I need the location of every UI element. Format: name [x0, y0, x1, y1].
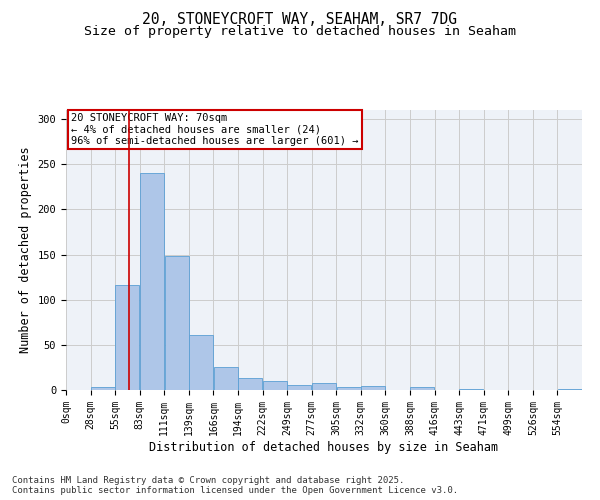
Text: Contains HM Land Registry data © Crown copyright and database right 2025.
Contai: Contains HM Land Registry data © Crown c… [12, 476, 458, 495]
Bar [214, 368, 238, 390]
Text: 20, STONEYCROFT WAY, SEAHAM, SR7 7DG: 20, STONEYCROFT WAY, SEAHAM, SR7 7DG [143, 12, 458, 28]
Bar [238, 378, 262, 390]
Bar [287, 386, 311, 390]
Bar [410, 388, 434, 390]
Bar [115, 285, 139, 390]
Bar [140, 173, 164, 390]
Bar [91, 388, 115, 390]
Text: 20 STONEYCROFT WAY: 70sqm
← 4% of detached houses are smaller (24)
96% of semi-d: 20 STONEYCROFT WAY: 70sqm ← 4% of detach… [71, 113, 359, 146]
Bar [312, 383, 336, 390]
X-axis label: Distribution of detached houses by size in Seaham: Distribution of detached houses by size … [149, 440, 499, 454]
Bar [189, 335, 213, 390]
Bar [337, 388, 361, 390]
Bar [164, 256, 188, 390]
Bar [557, 389, 582, 390]
Y-axis label: Number of detached properties: Number of detached properties [19, 146, 32, 354]
Bar [361, 386, 385, 390]
Bar [263, 381, 287, 390]
Text: Size of property relative to detached houses in Seaham: Size of property relative to detached ho… [84, 25, 516, 38]
Bar [460, 389, 484, 390]
